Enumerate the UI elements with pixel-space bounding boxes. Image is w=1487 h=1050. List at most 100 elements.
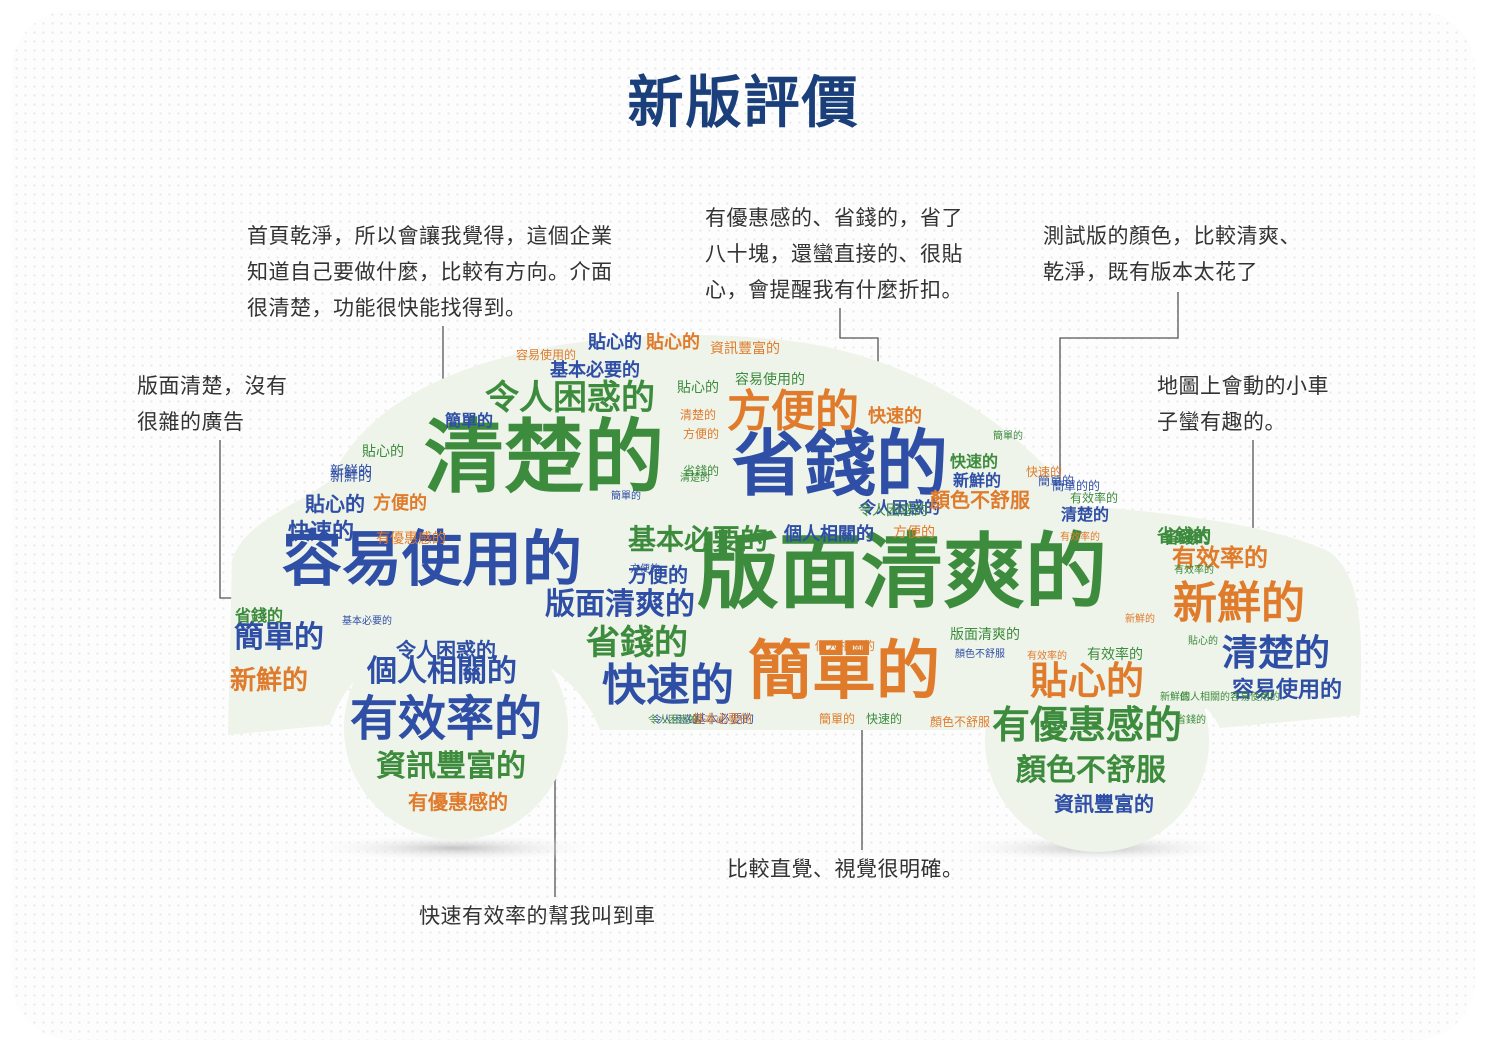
word-cloud-word: 有效率的: [350, 691, 543, 747]
word-cloud-word: 個人相關的: [784, 524, 874, 545]
word-cloud-word: 方便的: [893, 525, 935, 541]
comment-no-ads: 版面清楚，沒有 很雜的廣告: [137, 374, 288, 434]
word-cloud-word: 有優惠感的: [408, 790, 508, 814]
word-cloud-word: 貼心的: [588, 332, 642, 353]
comment-intuitive: 比較直覺、視覺很明確。: [727, 857, 964, 881]
word-cloud-word: 顏色不舒服: [1016, 753, 1166, 788]
wheel-right: [985, 628, 1209, 852]
word-cloud-word: 方便的: [373, 493, 427, 514]
word-cloud-word: 貼心的: [1030, 659, 1145, 703]
word-cloud-word: 版面清爽的: [545, 587, 695, 622]
word-cloud-word: 省錢的: [235, 606, 284, 625]
word-cloud-word: 令人困惑的: [858, 503, 928, 519]
word-cloud-word: 方便的: [630, 564, 660, 575]
word-cloud-word: 版面清爽的: [697, 525, 1108, 620]
word-cloud-word: 清楚的: [1222, 633, 1331, 674]
word-cloud-word: 新鮮的: [953, 471, 1002, 490]
word-cloud-word: 容易使用的: [735, 372, 805, 388]
word-cloud-word: 新鮮的: [330, 464, 372, 480]
word-cloud-word: 令人困惑的: [860, 498, 941, 517]
word-cloud-word: 令人困惑的: [648, 715, 698, 726]
word-cloud-word: 省錢的: [586, 623, 688, 663]
word-cloud-word: 快速的: [868, 406, 922, 427]
word-cloud-word: 有效率的: [1070, 491, 1119, 505]
word-cloud-word: 基本必要的: [694, 712, 755, 726]
word-cloud-word: 簡單的: [993, 431, 1023, 442]
word-cloud-word: 有效率的: [1027, 651, 1067, 662]
comment-homepage-clean: 首頁乾淨，所以會讓我覺得，這個企業 知道自己要做什麼，比較有方向。介面 很清楚，…: [247, 224, 613, 320]
word-cloud-word: 貼心的: [646, 332, 700, 353]
word-cloud-word: 基本必要的: [550, 360, 640, 381]
comment-fast-efficient: 快速有效率的幫我叫到車: [419, 904, 656, 928]
word-cloud-word: 令人困惑的: [652, 715, 702, 726]
word-cloud-word: 快速的: [602, 660, 734, 711]
word-cloud-word: 令人困惑的: [396, 638, 496, 662]
word-cloud-word: 資訊豐富的: [376, 749, 526, 784]
word-cloud-word: 容易使用的: [516, 348, 577, 362]
word-cloud-word: 省錢的: [1163, 528, 1212, 547]
word-cloud-word: 基本必要的: [342, 616, 392, 627]
word-cloud-word: 貼心的: [677, 380, 719, 396]
word-cloud-word: 省錢的: [683, 464, 720, 478]
word-cloud-word: 簡單的的: [1052, 479, 1101, 493]
word-cloud-word: 簡單的: [445, 411, 494, 430]
word-cloud-word: 容易使用的: [282, 525, 582, 595]
word-cloud-word: 清楚的: [424, 411, 664, 504]
word-cloud-word: 簡單的: [611, 491, 641, 502]
comment-colors: 測試版的顏色，比較清爽、 乾淨，既有版本太花了: [1043, 224, 1301, 284]
word-cloud-word: 基本必要的: [628, 523, 769, 556]
word-cloud-word: 方便的: [683, 427, 720, 441]
word-cloud-word: 簡單的: [234, 620, 324, 655]
word-cloud-word: 資訊豐富的: [1054, 792, 1154, 816]
word-cloud-word: 基本必要的: [692, 712, 753, 726]
word-cloud-word: 容易使用的: [1230, 692, 1280, 703]
comment-discount: 有優惠感的、省錢的，省了 八十塊，還蠻直接的、很貼 心，會提醒我有什麼折扣。: [705, 206, 963, 302]
wheel-shadow-left: [306, 834, 606, 862]
word-cloud-word: 資訊豐富的: [710, 341, 780, 357]
connector-c3: [1059, 292, 1179, 520]
word-cloud-word: 簡單的: [819, 712, 856, 726]
word-cloud-word: 省錢的: [1157, 526, 1211, 547]
word-cloud-word: 新鮮的: [1125, 614, 1155, 625]
word-cloud-word: 簡單的: [1038, 474, 1075, 488]
word-cloud-word: 容易使用的: [1232, 678, 1343, 703]
word-cloud-word: 貼心的: [362, 444, 404, 460]
word-cloud-word: 令人困惑的: [485, 378, 655, 418]
word-cloud-word: 有效率的: [1172, 544, 1268, 572]
word-cloud-word: 新鮮的: [330, 469, 372, 485]
word-cloud-word: 有效率的: [1087, 647, 1143, 663]
word-cloud-word: 清楚的: [680, 408, 717, 422]
word-cloud-word: 貼心的: [1188, 636, 1218, 647]
word-cloud-word: 貼心的: [305, 492, 365, 516]
word-cloud-word: 新鮮的: [1160, 692, 1190, 703]
page-title: 新版評價: [627, 71, 860, 136]
word-cloud-word: 方便的: [628, 563, 688, 587]
word-cloud-word: 新鮮的: [230, 666, 309, 696]
word-cloud-word: 有效率的: [1060, 532, 1100, 543]
word-cloud-word: 省錢的: [1176, 715, 1206, 726]
word-cloud-word: 顏色不舒服: [930, 715, 991, 729]
word-cloud-word: 清楚的: [1061, 505, 1110, 524]
word-cloud-word: 快速的: [1026, 465, 1063, 479]
word-cloud-word: 顏色不舒服: [930, 488, 1030, 512]
word-cloud-word: 個人相關的: [815, 639, 876, 653]
word-cloud-word: 快速的: [950, 452, 999, 471]
word-cloud-word: 有優惠感的: [992, 703, 1183, 747]
word-cloud-word: 清楚的: [680, 473, 710, 484]
wheel-left: [344, 616, 568, 840]
word-cloud-word: 快速的: [866, 712, 903, 726]
word-cloud-word: 簡單的: [748, 635, 940, 709]
word-cloud-word: 快速的: [288, 520, 355, 545]
comment-map-car: 地圖上會動的小車 子蠻有趣的。: [1157, 374, 1329, 434]
word-cloud-word: 省錢的: [732, 422, 949, 506]
word-cloud-word: 個人相關的: [1180, 692, 1230, 703]
word-cloud-word: 版面清爽的: [950, 627, 1020, 643]
word-cloud-word: 方便的: [727, 386, 859, 437]
word-cloud-word: 個人相關的: [367, 654, 517, 689]
word-cloud-word: 有效率的: [1174, 565, 1214, 576]
word-cloud-word: 有優惠感的: [376, 531, 446, 547]
word-cloud-word: 新鮮的: [1173, 578, 1305, 629]
word-cloud-word: 顏色不舒服: [955, 649, 1005, 660]
